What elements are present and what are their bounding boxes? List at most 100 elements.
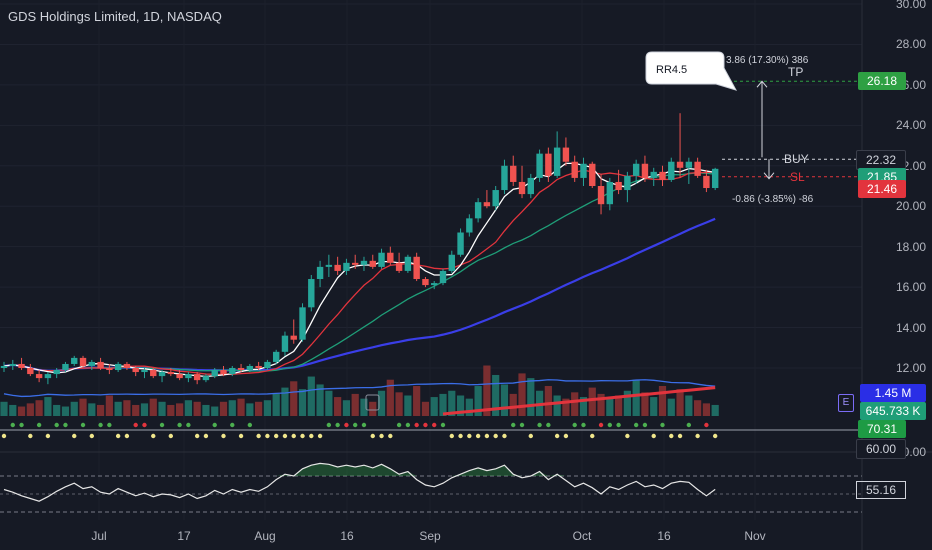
candle-body: [431, 283, 438, 286]
candle-body: [474, 202, 482, 219]
signal-dot: [388, 433, 393, 439]
signal-dot: [282, 433, 288, 439]
candle-body: [114, 363, 122, 371]
candle-body: [597, 186, 605, 205]
signal-dot: [546, 422, 551, 428]
candle-body: [150, 370, 157, 377]
price-tag: 26.18: [858, 72, 906, 91]
signal-dot: [28, 433, 33, 439]
x-axis-label: Sep: [419, 529, 441, 543]
volume-bar: [615, 395, 623, 416]
candle-body: [352, 262, 359, 265]
volume-bar: [105, 395, 113, 416]
signal-dot: [238, 433, 244, 439]
candle-body: [0, 365, 8, 368]
candle-body: [527, 177, 534, 195]
price-tag: 1.45 M: [860, 384, 926, 402]
signal-dot: [353, 422, 358, 428]
volume-ma-blue: [3, 379, 716, 398]
signal-dot: [256, 433, 261, 439]
candle-body: [668, 161, 675, 180]
candle-body: [369, 260, 376, 267]
volume-bar: [553, 395, 561, 416]
volume-bar: [307, 376, 315, 416]
signal-dot: [414, 422, 419, 428]
volume-bar: [114, 401, 122, 416]
candle-body: [141, 370, 148, 373]
signal-dot: [616, 422, 621, 428]
candle-body: [299, 307, 306, 340]
signal-dot: [36, 422, 42, 428]
signal-dot: [660, 422, 665, 428]
volume-bar: [158, 401, 166, 416]
candle-body: [624, 175, 631, 191]
volume-bar: [88, 403, 96, 416]
earnings-badge[interactable]: E: [838, 394, 854, 412]
rr-callout: [645, 51, 738, 91]
candle-body: [132, 368, 139, 373]
price-tag: 70.31: [858, 420, 906, 438]
x-axis-label: Jul: [91, 529, 106, 543]
rsi-value-label: 55.16: [856, 481, 906, 499]
candle-body: [395, 262, 403, 271]
volume-bar: [44, 397, 52, 416]
signal-dot: [625, 433, 630, 439]
volume-bar: [685, 395, 693, 416]
signal-dot: [203, 433, 209, 439]
volume-bar: [140, 403, 149, 416]
signal-dot: [142, 422, 147, 428]
signal-dot: [300, 433, 305, 439]
signal-dot: [159, 422, 165, 428]
volume-ma-red: [442, 386, 716, 416]
signal-dot: [458, 433, 463, 439]
volume-bar: [571, 392, 579, 416]
candle-body: [18, 363, 25, 368]
candle-body: [88, 361, 95, 366]
signal-dot: [10, 422, 15, 428]
rsi-overbought-fill: [4, 463, 716, 476]
candle-body: [492, 190, 499, 207]
volume-bar: [53, 404, 61, 416]
signal-dot: [677, 433, 683, 439]
volume-bar: [404, 395, 412, 416]
signal-dot: [590, 433, 595, 439]
signal-dot: [475, 433, 481, 439]
signal-dot: [572, 422, 577, 428]
candle-body: [185, 374, 192, 379]
candle-body: [193, 374, 201, 381]
chart-title: GDS Holdings Limited, 1D, NASDAQ: [8, 9, 222, 24]
volume-bar: [456, 395, 465, 416]
signal-dot: [651, 433, 656, 439]
candle-body: [562, 147, 570, 162]
volume-bar: [0, 401, 8, 416]
candle-body: [53, 370, 60, 375]
candle-body: [659, 171, 666, 180]
signal-dot: [581, 422, 586, 428]
signal-dot: [528, 433, 533, 439]
volume-bar: [632, 379, 640, 416]
candle-body: [264, 361, 271, 368]
tp-text: 3.86 (17.30%) 386: [726, 55, 809, 66]
x-axis-label: Oct: [573, 529, 592, 543]
volume-bar: [342, 400, 351, 416]
volume-bar: [325, 390, 333, 416]
candle-body: [35, 374, 43, 379]
tp-label: TP: [788, 65, 803, 79]
volume-bar: [641, 392, 649, 416]
candle-body: [229, 368, 236, 375]
signal-dot: [89, 433, 95, 439]
volume-bar: [290, 381, 298, 416]
candle-body: [615, 181, 622, 191]
price-tag: 21.46: [858, 179, 906, 198]
candle-body: [703, 175, 710, 189]
signal-dot: [598, 422, 604, 428]
signal-dot: [186, 422, 191, 428]
candle-body: [580, 163, 587, 178]
candle-body: [457, 232, 464, 255]
candle-body: [71, 357, 78, 364]
signal-dot: [370, 433, 375, 439]
signal-dot: [221, 433, 226, 439]
candle-body: [343, 262, 350, 271]
signal-dot: [467, 433, 472, 439]
